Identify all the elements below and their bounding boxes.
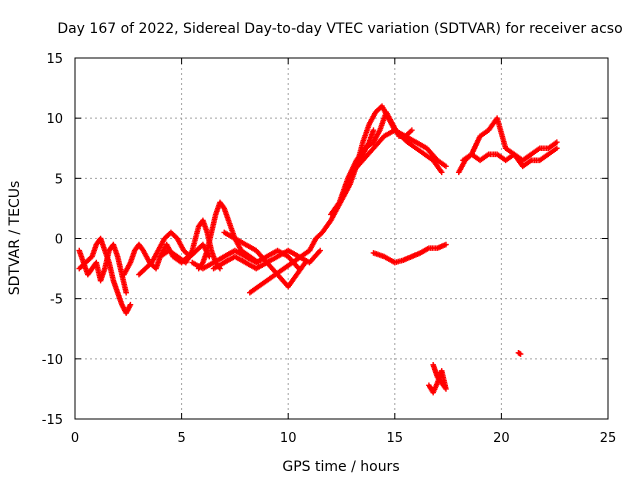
data-point: [123, 289, 129, 296]
data-point: [443, 163, 449, 170]
plot-frame: [74, 57, 609, 420]
data-point: [443, 241, 449, 248]
x-tick-label: 10: [280, 431, 297, 446]
data-point: [554, 145, 560, 152]
data-point: [438, 169, 445, 176]
x-tick-labels: 0 5 10 15 20 25: [71, 431, 616, 446]
data-point: [409, 127, 415, 133]
series-track-14: [349, 127, 449, 176]
series-track-13: [353, 103, 445, 176]
data-point: [370, 127, 377, 133]
data-series: [76, 103, 560, 396]
series-track-3: [121, 241, 191, 278]
y-tick-label: 10: [46, 112, 63, 127]
y-tick-label: 0: [55, 233, 63, 248]
grid-lines: [75, 58, 608, 419]
data-point: [517, 351, 524, 357]
series-track-19: [515, 350, 524, 357]
x-tick-label: 20: [493, 431, 510, 446]
series-track-1: [76, 235, 134, 316]
series-track-16: [426, 362, 449, 396]
series-track-10: [210, 247, 323, 272]
y-axis-label: SDTVAR / TECUs: [7, 181, 23, 296]
y-tick-label: -15: [42, 413, 63, 428]
x-tick-label: 25: [600, 431, 617, 446]
series-track-15: [370, 241, 449, 266]
series-track-2: [76, 241, 129, 296]
series-track-8: [221, 229, 309, 290]
y-tick-label: -10: [42, 353, 63, 368]
data-point: [317, 247, 323, 254]
x-tick-label: 0: [71, 431, 79, 446]
series-track-17: [455, 115, 560, 176]
x-axis-label: GPS time / hours: [282, 459, 399, 475]
series-track-18: [460, 145, 560, 170]
data-point: [426, 382, 432, 389]
x-tick-label: 15: [387, 431, 404, 446]
y-tick-label: 5: [55, 172, 63, 187]
data-point: [554, 139, 560, 146]
x-tick-label: 5: [177, 431, 185, 446]
y-tick-labels: -15 -10 -5 0 5 10 15: [42, 52, 63, 428]
chart-title: Day 167 of 2022, Sidereal Day-to-day VTE…: [57, 21, 622, 37]
data-point: [127, 301, 134, 308]
y-tick-label: 15: [46, 52, 63, 67]
y-tick-label: -5: [50, 293, 63, 308]
